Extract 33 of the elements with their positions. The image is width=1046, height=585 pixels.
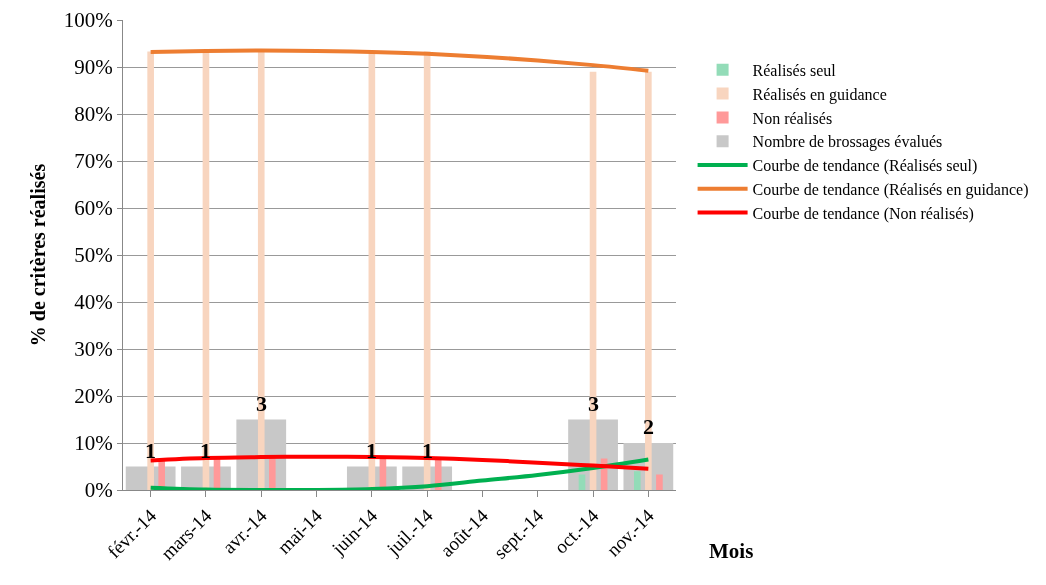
legend-label: Courbe de tendance (Réalisés en guidance): [752, 181, 1029, 200]
line-series: [148, 457, 651, 490]
data-label: 1: [145, 438, 156, 463]
x-axis-title: Mois: [709, 539, 754, 563]
bar: [633, 471, 641, 490]
bar: [578, 474, 586, 490]
data-label: 3: [588, 391, 599, 416]
y-tick-label: 40%: [74, 290, 113, 315]
y-tick-label: 70%: [74, 149, 113, 174]
y-tick-label: 10%: [74, 431, 113, 456]
y-axis-title: % de critères réalisés: [27, 163, 50, 347]
bar: [656, 474, 663, 490]
y-tick-label: 20%: [74, 384, 113, 409]
legend-label: Réalisés en guidance: [752, 85, 887, 104]
bar: [645, 71, 652, 490]
y-tick-label: 90%: [74, 55, 113, 80]
y-tick-label: 0%: [84, 478, 113, 503]
bar: [257, 51, 265, 490]
bar: [268, 458, 276, 490]
legend-label: Réalisés seul: [752, 62, 837, 80]
y-tick-label: 100%: [63, 8, 113, 33]
bar: [147, 51, 154, 490]
line-series: [148, 48, 651, 73]
data-label: 3: [256, 391, 267, 416]
y-tick-label: 30%: [74, 337, 113, 362]
y-tick-label: 80%: [74, 102, 113, 127]
data-label: 2: [643, 414, 654, 439]
legend-label: Non réalisés: [752, 109, 833, 127]
legend-label: Courbe de tendance (Réalisés seul): [752, 157, 978, 176]
y-tick-label: 50%: [74, 243, 113, 268]
legend-label: Courbe de tendance (Non réalisés): [752, 204, 974, 223]
legend-label: Nombre de brossages évalués: [752, 133, 943, 152]
y-tick-label: 60%: [74, 196, 113, 221]
